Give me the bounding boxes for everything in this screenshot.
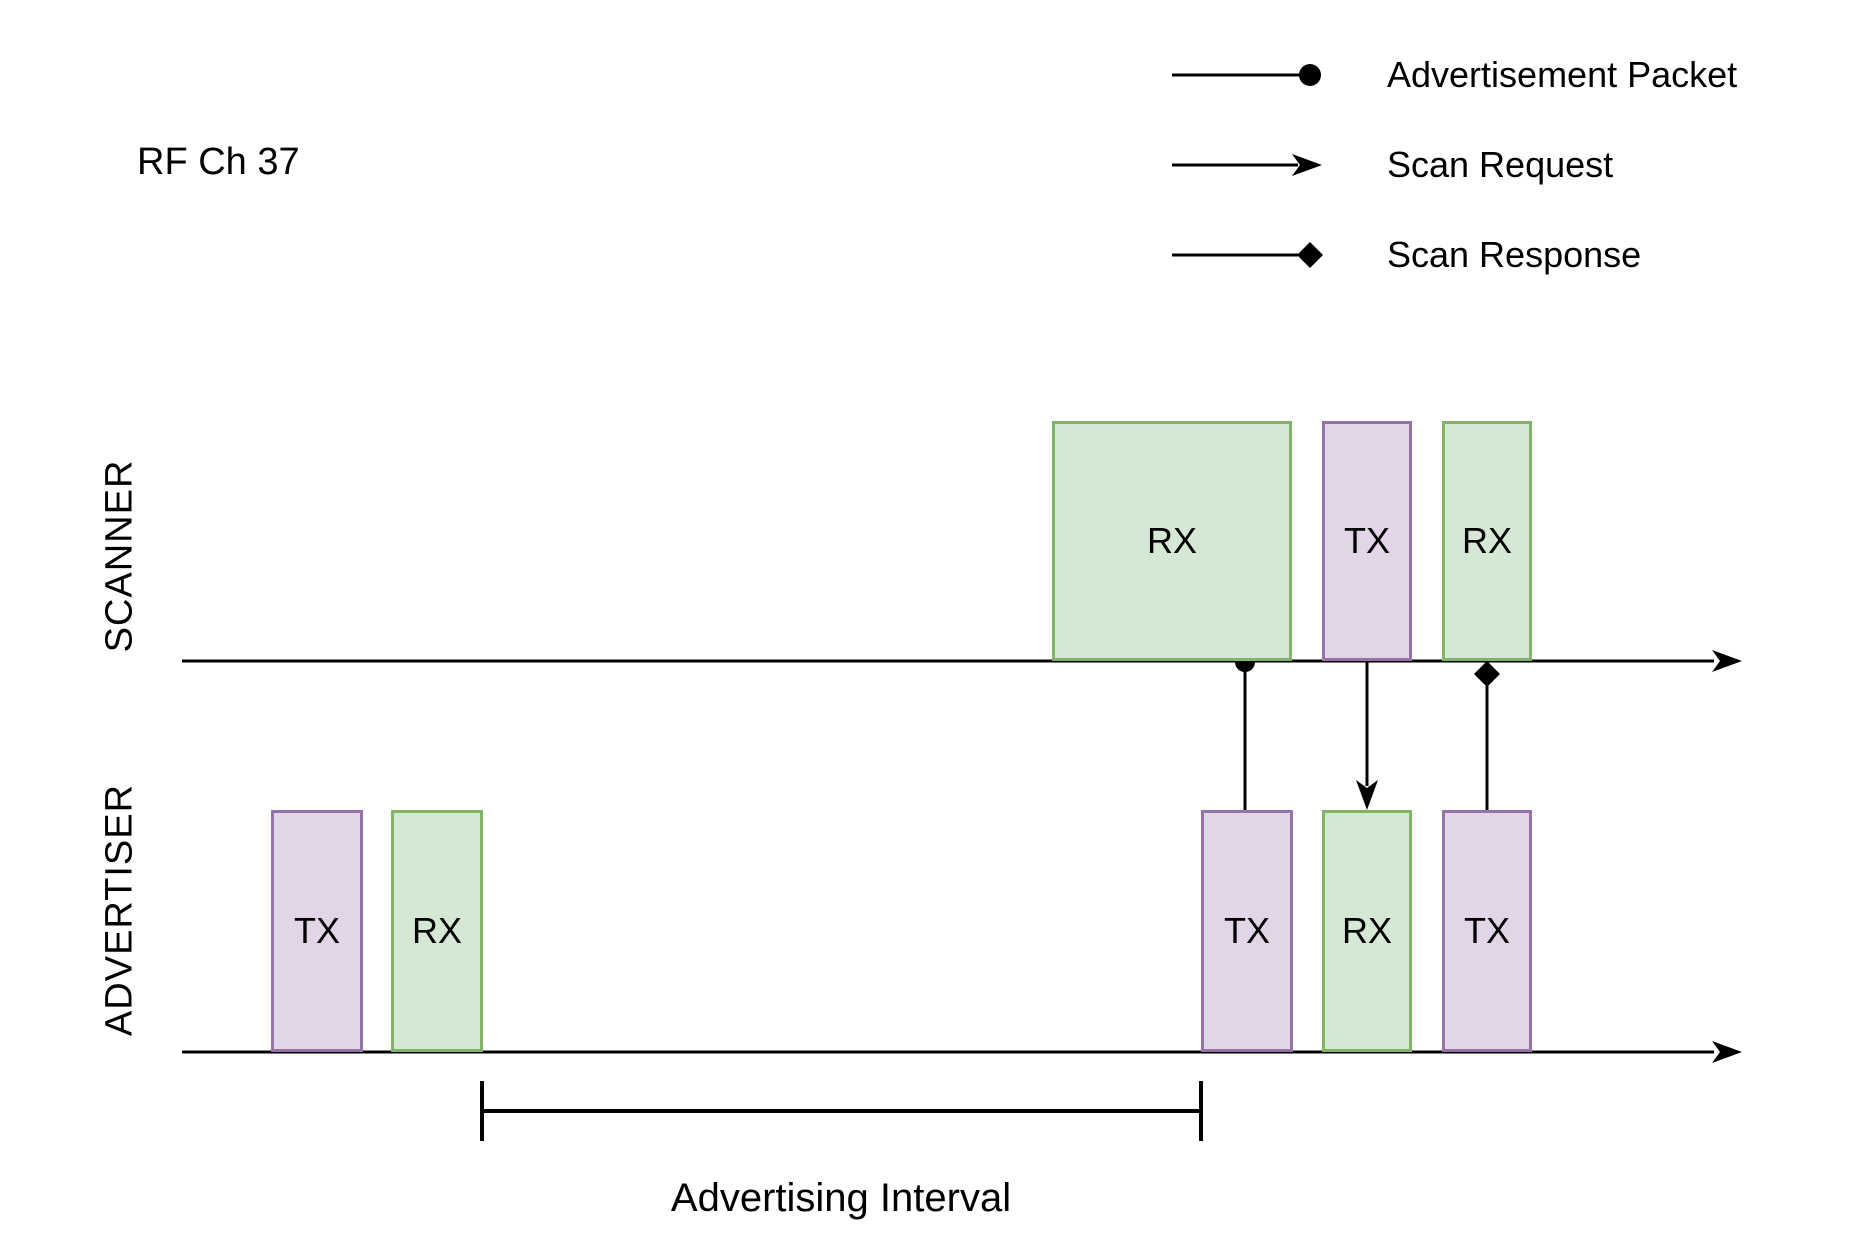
channel-title: RF Ch 37 [137, 141, 300, 183]
box-label: TX [1463, 910, 1510, 951]
legend-scan-request-marker [1172, 154, 1322, 176]
advertisement-packet-connector [1235, 652, 1255, 810]
timeline-arrowhead-icon [1712, 650, 1742, 672]
advertising-interval-bracket [480, 1081, 1203, 1141]
advertiser-lane-label: ADVERTISER [98, 783, 141, 1037]
filled-circle-icon [1299, 64, 1321, 86]
filled-diamond-icon [1474, 661, 1500, 687]
box-label: TX [293, 910, 340, 951]
advertising-interval-label: Advertising Interval [670, 1176, 1012, 1220]
advertiser-tx-box-3: TX [1442, 810, 1532, 1052]
advertiser-tx-box-2: TX [1201, 810, 1293, 1052]
scanner-rx-window-box: RX [1052, 421, 1292, 661]
advertiser-tx-box-1: TX [271, 810, 363, 1052]
box-label: TX [1343, 520, 1390, 561]
scanner-timeline [182, 650, 1742, 672]
scanner-rx-box: RX [1442, 421, 1532, 661]
arrowhead-icon [1292, 154, 1322, 176]
legend-advertisement-packet-marker [1172, 64, 1321, 86]
scanner-lane-label: SCANNER [98, 459, 141, 653]
box-label: RX [1461, 520, 1512, 561]
scan-request-connector [1356, 661, 1378, 810]
legend-label-advertisement-packet: Advertisement Packet [1387, 54, 1738, 95]
timeline-arrowhead-icon [1712, 1041, 1742, 1063]
scanner-tx-box: TX [1322, 421, 1412, 661]
legend-label-scan-response: Scan Response [1387, 234, 1642, 275]
filled-diamond-icon [1297, 242, 1323, 268]
box-label: RX [1146, 520, 1197, 561]
legend-label-scan-request: Scan Request [1387, 144, 1614, 185]
box-label: RX [411, 910, 462, 951]
scan-response-connector [1474, 661, 1500, 810]
advertiser-rx-box-1: RX [391, 810, 483, 1052]
box-label: TX [1223, 910, 1270, 951]
advertiser-timeline [182, 1041, 1742, 1063]
arrowhead-icon [1356, 780, 1378, 810]
legend-scan-response-marker [1172, 242, 1323, 268]
box-label: RX [1341, 910, 1392, 951]
advertiser-rx-box-2: RX [1322, 810, 1412, 1052]
